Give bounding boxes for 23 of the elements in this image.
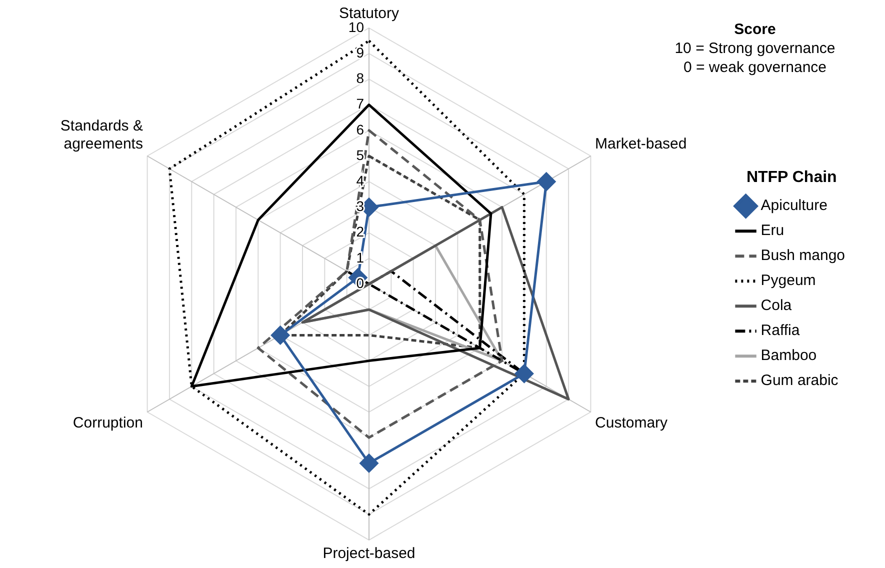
spoke-label: Standards & agreements: [60, 118, 143, 153]
legend-label: Apiculture: [760, 197, 828, 214]
y-tick-label: 9: [356, 44, 364, 60]
legend-label: Raffia: [760, 322, 800, 340]
legend-label: Pygeum: [760, 272, 816, 290]
legend-label: Bush mango: [760, 247, 846, 264]
y-tick-label: 7: [356, 96, 364, 112]
text: 10 = Strong governance: [674, 39, 836, 58]
spoke-label: Customary: [595, 414, 668, 432]
y-tick-label: 2: [356, 224, 364, 240]
text: Score: [733, 20, 777, 39]
y-tick-label: 6: [356, 121, 364, 138]
legend-title: NTFP Chain: [746, 168, 837, 186]
spoke-label: Market-based: [595, 136, 687, 153]
spoke-label: Corruption: [72, 414, 143, 432]
legend-label: Eru: [760, 222, 784, 240]
legend-label: Bamboo: [760, 347, 817, 364]
y-tick-label: 8: [356, 70, 364, 86]
text: 0 = weak governance: [682, 58, 828, 77]
legend-label: Gum arabic: [760, 372, 839, 390]
y-tick-label: 5: [356, 146, 364, 163]
spoke-label: Project-based: [322, 545, 416, 562]
legend-label: Cola: [760, 297, 792, 314]
